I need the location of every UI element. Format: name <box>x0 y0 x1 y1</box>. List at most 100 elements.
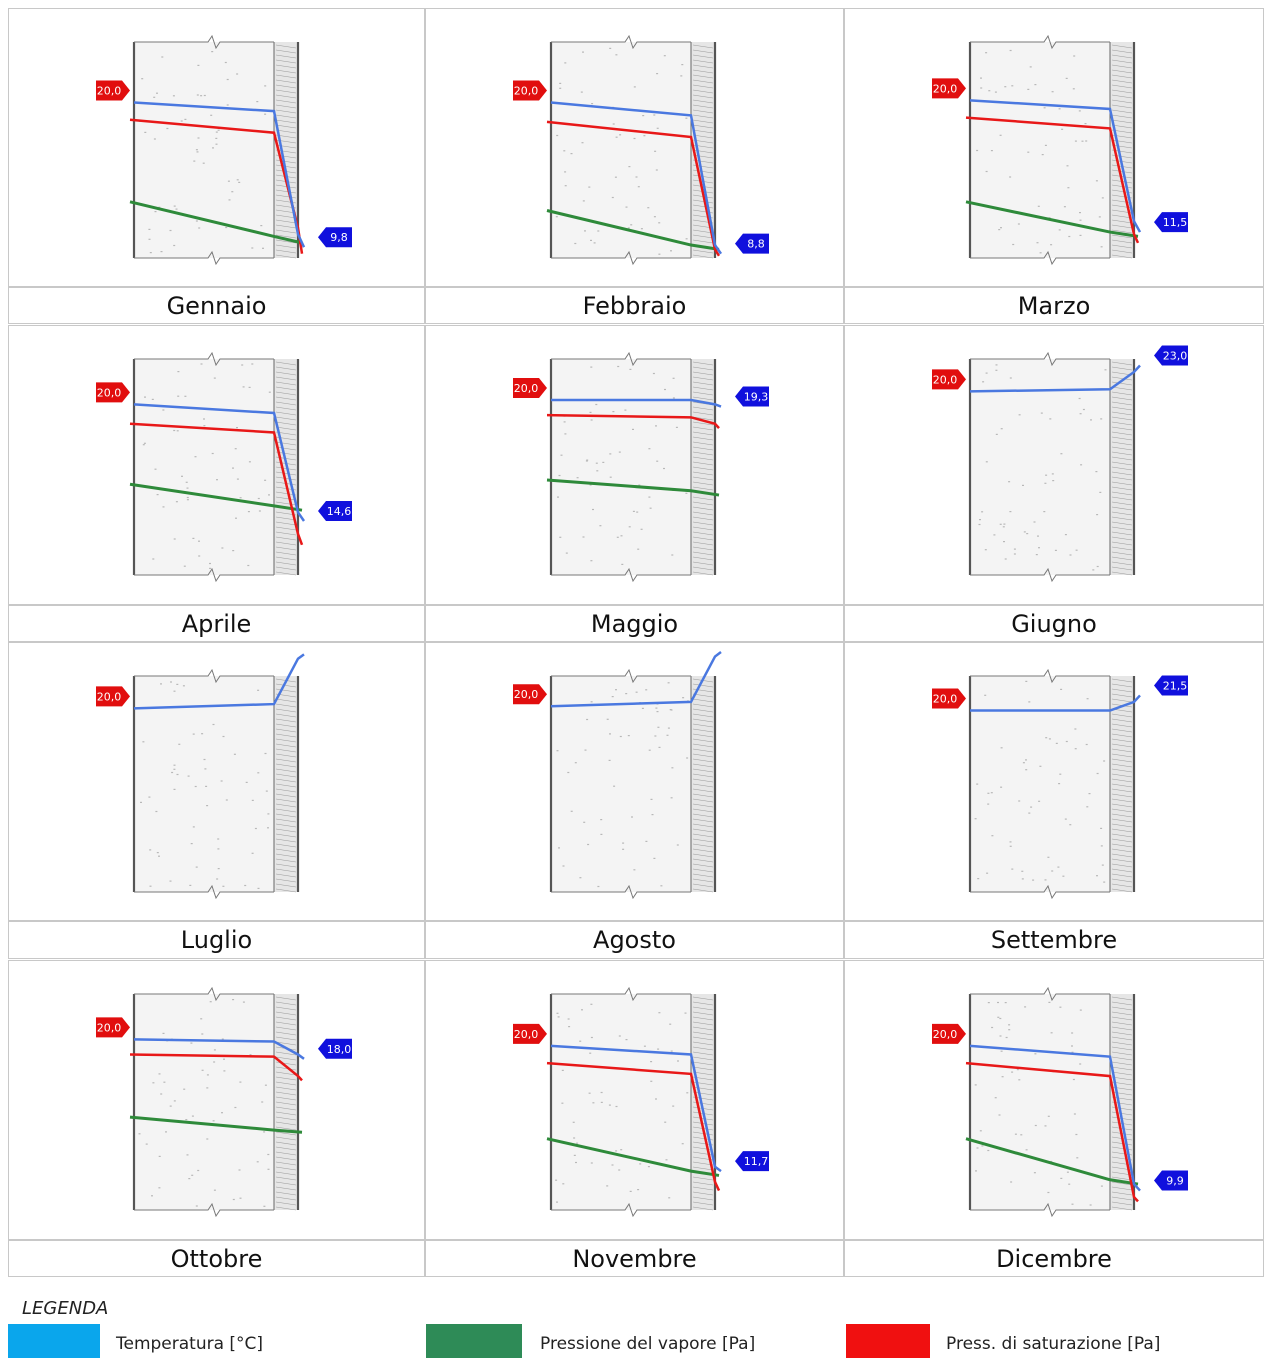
wall-section-chart: 20,0 11,7 <box>513 986 769 1218</box>
concrete-texture <box>978 364 1107 571</box>
inside-temperature-tag <box>96 686 130 707</box>
temperature-line <box>970 694 1141 712</box>
month-label-cell <box>425 605 844 642</box>
inside-temperature-tag <box>513 684 547 705</box>
insulation-hatch <box>275 678 297 893</box>
outside-temperature-tag <box>318 1038 352 1059</box>
vapour-pressure-line <box>546 209 720 251</box>
vapour-pressure-line <box>129 1115 303 1134</box>
month-label: Febbraio <box>582 292 687 320</box>
month-label-cell <box>8 287 425 324</box>
inside-temperature-value: 20,0 <box>97 84 122 97</box>
inside-temperature-tag <box>96 1017 130 1038</box>
month-label: Settembre <box>990 926 1118 954</box>
outside-temperature-value: 14,6 <box>327 505 352 518</box>
wall-section-chart: 20,0 8,8 <box>513 34 769 266</box>
saturation-pressure-line <box>546 413 720 429</box>
wall-section-chart: 20,0 <box>513 651 722 900</box>
legend-label-saturation-pressure: Press. di saturazione [Pa] <box>946 1334 1161 1354</box>
break-line-top <box>551 668 691 684</box>
vapour-pressure-line <box>546 1137 720 1177</box>
chart-cell <box>844 325 1264 605</box>
break-line-top <box>551 351 691 367</box>
insulation-hatch <box>275 996 297 1211</box>
saturation-pressure-line <box>965 1061 1139 1203</box>
inside-temperature-value: 20,0 <box>514 1028 539 1041</box>
saturation-pressure-line <box>546 120 721 257</box>
chart-cell <box>425 325 844 605</box>
temperature-line <box>550 101 723 255</box>
break-line-bottom <box>551 884 691 900</box>
legend-swatch-temperature <box>8 1324 100 1358</box>
inside-temperature-tag <box>96 80 130 101</box>
month-label-cell <box>425 921 844 959</box>
month-label-cell <box>8 1240 425 1277</box>
inside-temperature-value: 20,0 <box>97 690 122 703</box>
insulation-hatch <box>1111 996 1133 1211</box>
inside-temperature-value: 20,0 <box>97 1021 122 1034</box>
month-label: Dicembre <box>996 1245 1112 1273</box>
month-label-cell <box>844 605 1264 642</box>
vapour-pressure-line <box>129 200 303 245</box>
temperature-line <box>133 653 305 710</box>
inside-temperature-tag <box>932 1023 966 1044</box>
inside-temperature-tag <box>932 688 966 709</box>
month-label: Agosto <box>593 926 676 954</box>
inside-temperature-tag <box>932 78 966 99</box>
break-line-top <box>134 351 274 367</box>
wall-layer-concrete <box>551 994 691 1210</box>
break-line-bottom <box>970 884 1110 900</box>
break-line-top <box>134 668 274 684</box>
temperature-line <box>969 99 1142 233</box>
outside-temperature-value: 9,8 <box>330 231 348 244</box>
temperature-line <box>550 651 722 708</box>
wall-section-chart: 20,0 9,9 <box>932 986 1188 1218</box>
wall-section-chart: 20,0 18,0 <box>96 986 352 1218</box>
wall-layer-concrete <box>970 42 1110 258</box>
wall-layer-concrete <box>551 42 691 258</box>
saturation-pressure-line <box>129 422 304 546</box>
outside-temperature-value: 9,9 <box>1166 1175 1184 1188</box>
wall-layer-concrete <box>551 676 691 892</box>
break-line-top <box>970 986 1110 1002</box>
inside-temperature-value: 20,0 <box>514 688 539 701</box>
chart-cell <box>425 642 844 921</box>
inside-temperature-value: 20,0 <box>514 382 539 395</box>
vapour-pressure-line <box>965 1137 1139 1186</box>
wall-layer-concrete <box>134 359 274 575</box>
chart-cell <box>8 8 425 287</box>
wall-section-chart: 20,0 21,5 <box>932 668 1188 900</box>
month-label: Ottobre <box>170 1245 263 1273</box>
break-line-bottom <box>970 567 1110 583</box>
break-line-top <box>134 34 274 50</box>
wall-layer-concrete <box>970 359 1110 575</box>
temperature-line <box>550 1044 722 1173</box>
break-line-bottom <box>551 250 691 266</box>
legend-swatch-saturation-pressure <box>846 1324 930 1358</box>
chart-cell <box>8 960 425 1240</box>
inside-temperature-tag <box>513 378 547 399</box>
month-label-cell <box>8 921 425 959</box>
month-label-cell <box>844 287 1264 324</box>
month-label: Gennaio <box>166 292 267 320</box>
outside-temperature-value: 19,3 <box>744 391 769 404</box>
saturation-pressure-line <box>965 116 1140 244</box>
saturation-pressure-line <box>546 1061 721 1192</box>
wall-section-chart: 20,0 11,5 <box>932 34 1188 266</box>
outside-temperature-tag <box>735 1151 769 1172</box>
wall-layer-concrete <box>134 42 274 258</box>
month-label: Maggio <box>590 610 679 638</box>
month-label: Marzo <box>1017 292 1091 320</box>
wall-section-chart: 20,0 9,8 <box>96 34 352 266</box>
concrete-texture <box>138 51 267 254</box>
legend-title: LEGENDA <box>22 1298 109 1319</box>
temperature-line <box>551 398 722 408</box>
concrete-texture <box>138 999 270 1207</box>
outside-temperature-value: 8,8 <box>747 238 765 251</box>
outside-temperature-value: 11,5 <box>1163 216 1188 229</box>
inside-temperature-value: 20,0 <box>933 693 958 706</box>
break-line-top <box>551 34 691 50</box>
month-label-cell <box>844 1240 1264 1277</box>
month-label-cell <box>425 287 844 324</box>
insulation-hatch <box>1111 678 1133 893</box>
